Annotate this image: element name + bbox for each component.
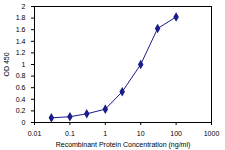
svg-text:0.8: 0.8 — [16, 72, 26, 79]
svg-text:2: 2 — [22, 3, 26, 10]
svg-text:1.2: 1.2 — [16, 49, 26, 56]
svg-text:1: 1 — [22, 61, 26, 68]
svg-text:10: 10 — [137, 130, 145, 137]
svg-text:0: 0 — [22, 119, 26, 126]
svg-text:0.2: 0.2 — [16, 107, 26, 114]
svg-text:0.6: 0.6 — [16, 84, 26, 91]
svg-text:OD 450: OD 450 — [3, 52, 10, 76]
svg-text:1.6: 1.6 — [16, 26, 26, 33]
svg-text:0.1: 0.1 — [65, 130, 75, 137]
svg-text:Recombinant Protein Concentrat: Recombinant Protein Concentration (ng/ml… — [56, 141, 191, 149]
svg-text:100: 100 — [170, 130, 182, 137]
svg-text:1.4: 1.4 — [16, 38, 26, 45]
svg-text:1.8: 1.8 — [16, 14, 26, 21]
svg-text:1000: 1000 — [204, 130, 220, 137]
svg-text:0.4: 0.4 — [16, 96, 26, 103]
svg-text:0.01: 0.01 — [28, 130, 42, 137]
svg-text:1: 1 — [103, 130, 107, 137]
